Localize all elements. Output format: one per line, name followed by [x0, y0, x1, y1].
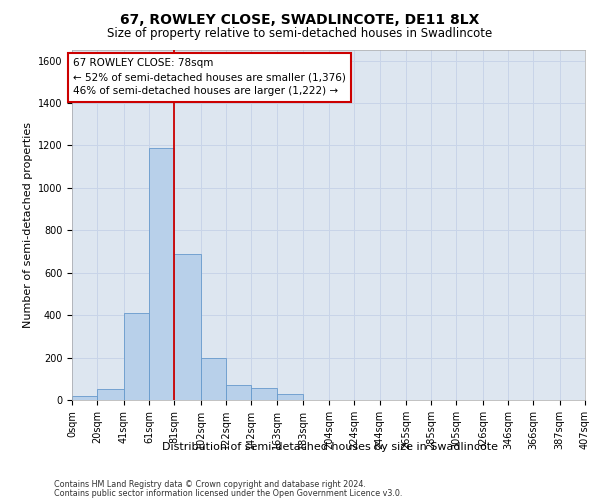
Text: Distribution of semi-detached houses by size in Swadlincote: Distribution of semi-detached houses by … [162, 442, 498, 452]
Bar [251, 388, 277, 400]
Bar [72, 396, 97, 400]
Bar [174, 254, 200, 400]
Bar [149, 148, 174, 400]
Y-axis label: Number of semi-detached properties: Number of semi-detached properties [23, 122, 34, 328]
Bar [200, 358, 226, 400]
Bar [277, 394, 302, 400]
Bar [226, 385, 251, 400]
Text: Contains HM Land Registry data © Crown copyright and database right 2024.: Contains HM Land Registry data © Crown c… [54, 480, 366, 489]
Bar [97, 390, 124, 400]
Text: Size of property relative to semi-detached houses in Swadlincote: Size of property relative to semi-detach… [107, 28, 493, 40]
Bar [124, 313, 149, 400]
Text: 67, ROWLEY CLOSE, SWADLINCOTE, DE11 8LX: 67, ROWLEY CLOSE, SWADLINCOTE, DE11 8LX [121, 12, 479, 26]
Text: Contains public sector information licensed under the Open Government Licence v3: Contains public sector information licen… [54, 488, 403, 498]
Text: 67 ROWLEY CLOSE: 78sqm
← 52% of semi-detached houses are smaller (1,376)
46% of : 67 ROWLEY CLOSE: 78sqm ← 52% of semi-det… [73, 58, 346, 96]
